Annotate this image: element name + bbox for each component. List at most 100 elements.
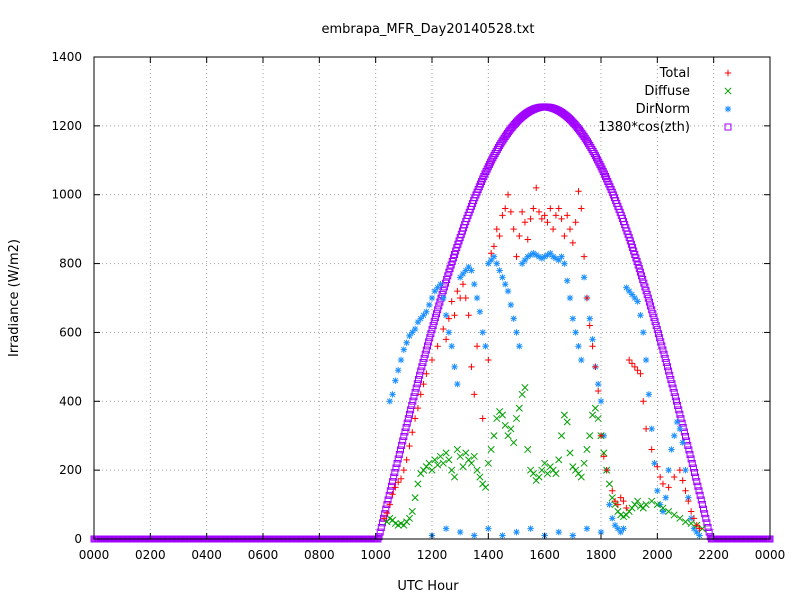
dirnorm-point	[437, 281, 444, 288]
cos-curve-point	[648, 306, 656, 314]
total-point	[685, 497, 692, 505]
cos-curve-point	[409, 397, 417, 405]
cos-curve-point	[682, 432, 689, 440]
cos-curve-point	[443, 275, 451, 283]
x-tick-label: 0200	[135, 548, 166, 562]
dirnorm-point	[611, 522, 619, 529]
diffuse-point	[428, 466, 436, 474]
cos-curve-point	[634, 261, 642, 269]
cos-curve-point	[643, 290, 651, 298]
diffuse-point	[600, 449, 608, 457]
dirnorm-point	[634, 298, 641, 305]
cos-curve-point	[411, 388, 419, 396]
legend-marker-dirnorm	[724, 105, 732, 113]
diffuse-point	[459, 463, 467, 471]
dirnorm-point	[395, 367, 402, 374]
total-point	[504, 191, 512, 198]
cos-curve-point	[412, 384, 420, 392]
total-point	[538, 215, 546, 223]
cos-curve-point	[684, 441, 692, 449]
dirnorm-point	[606, 501, 613, 508]
diffuse-point	[594, 414, 602, 423]
dirnorm-point	[696, 532, 703, 539]
legend-label-dirnorm: DirNorm	[636, 102, 690, 117]
total-point	[420, 380, 427, 388]
cos-curve-point	[702, 514, 710, 522]
cos-curve-point	[377, 523, 385, 531]
cos-curve-point	[649, 310, 657, 318]
diffuse-point	[586, 432, 594, 440]
diffuse-point	[434, 461, 442, 469]
cos-curve-point	[672, 397, 680, 405]
total-point	[395, 478, 402, 486]
cos-curve-point	[445, 268, 453, 276]
cos-curve-point	[407, 406, 415, 414]
dirnorm-point	[578, 356, 585, 364]
dirnorm-point	[448, 343, 455, 350]
cos-curve-point	[447, 261, 455, 269]
cos-curve-point	[671, 393, 679, 401]
diffuse-point	[670, 511, 678, 519]
total-point	[397, 475, 405, 482]
diffuse-point	[659, 504, 667, 512]
cos-curve-point	[392, 464, 400, 472]
diffuse-point	[487, 445, 495, 454]
diffuse-point	[588, 411, 597, 419]
diffuse-point	[560, 411, 568, 419]
cos-curve-point	[685, 446, 693, 454]
total-point	[555, 205, 562, 212]
dirnorm-point	[609, 515, 616, 522]
total-point	[473, 343, 481, 350]
y-tick-labels: 0 200 400 600 800 1000 1200 1400	[51, 50, 82, 546]
dirnorm-point	[471, 532, 478, 539]
total-point	[682, 487, 689, 494]
dirnorm-point	[490, 253, 498, 260]
x-tick-label: 1000	[360, 548, 391, 562]
cos-curve-point	[660, 350, 668, 358]
dirnorm-point	[465, 263, 472, 271]
total-point	[642, 425, 650, 433]
cos-curve-point	[688, 459, 696, 467]
diffuse-point	[408, 507, 416, 516]
dirnorm-point	[583, 525, 591, 532]
total-point	[589, 343, 596, 350]
cos-curve-point	[422, 346, 430, 354]
cos-curve-point	[428, 326, 436, 334]
diffuse-point	[521, 383, 529, 392]
x-tick-label: 1800	[586, 548, 617, 562]
dirnorm-point	[442, 525, 450, 532]
dirnorm-point	[496, 267, 503, 274]
total-point	[583, 294, 591, 302]
total-point	[594, 387, 602, 395]
dirnorm-point	[671, 432, 678, 439]
dirnorm-point	[411, 325, 419, 333]
dirnorm-point	[431, 287, 439, 295]
dirnorm-point	[659, 508, 667, 515]
diffuse-point	[442, 449, 450, 457]
dirnorm-point	[679, 439, 686, 446]
dirnorm-point	[597, 528, 605, 536]
total-point	[499, 212, 506, 219]
total-point	[572, 219, 579, 226]
cos-curve-point	[661, 354, 669, 362]
dirnorm-point	[682, 466, 689, 474]
dirnorm-point	[625, 287, 633, 295]
diffuse-point	[591, 404, 599, 412]
total-point	[654, 463, 661, 470]
dirnorm-point	[676, 425, 684, 433]
total-point	[445, 315, 453, 322]
diffuse-point	[467, 459, 475, 467]
x-tick-label: 1200	[417, 548, 448, 562]
cos-curve-point	[485, 160, 493, 168]
cos-curve-point	[633, 257, 641, 265]
total-point	[620, 497, 627, 505]
total-point	[454, 287, 461, 295]
diffuse-point	[552, 470, 560, 478]
total-point	[648, 446, 655, 453]
diffuse-point	[448, 466, 456, 474]
dirnorm-point	[654, 487, 661, 494]
total-point	[600, 453, 608, 460]
cos-curve-point	[416, 371, 424, 379]
cos-curve-point	[426, 334, 434, 342]
total-point	[609, 487, 616, 494]
